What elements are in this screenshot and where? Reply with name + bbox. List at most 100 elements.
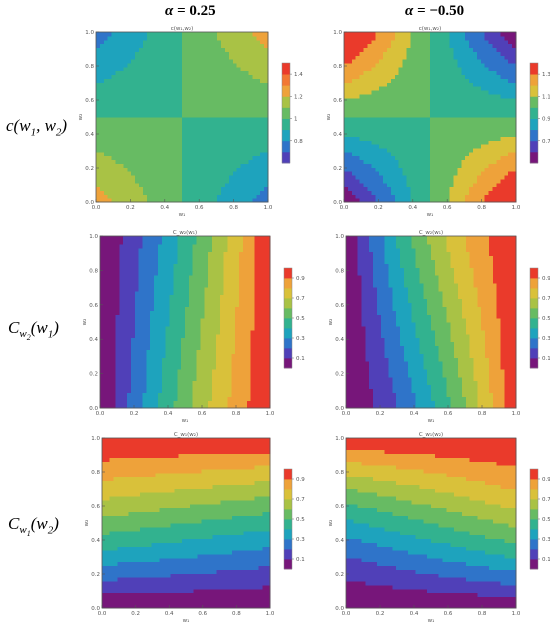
contour-cell [201, 132, 207, 137]
contour-cell [445, 186, 451, 192]
contour-cell [134, 376, 140, 382]
contour-cell [465, 144, 470, 149]
contour-cell [119, 290, 124, 296]
contour-cell [344, 86, 349, 91]
contour-cell [131, 86, 136, 91]
contour-cell [383, 190, 388, 195]
contour-cell [236, 78, 242, 83]
contour-cell [473, 182, 478, 188]
contour-cell [480, 174, 486, 180]
contour-cell [402, 124, 408, 130]
contour-cell [500, 155, 505, 161]
contour-cell [426, 144, 431, 149]
contour-cell [260, 124, 265, 130]
contour-cell [500, 186, 505, 192]
contour-cell [169, 267, 175, 272]
contour-cell [390, 66, 396, 72]
contour-cell [248, 182, 253, 188]
contour-cell [174, 159, 179, 164]
contour-cell [205, 89, 210, 95]
contour-cell [154, 55, 160, 60]
contour-cell [402, 97, 408, 103]
contour-cell [154, 357, 159, 362]
contour-cell [496, 93, 501, 99]
contour-cell [142, 47, 148, 52]
contour-cell [138, 353, 144, 358]
contour-cell [496, 178, 501, 184]
contour-cell [123, 239, 128, 245]
contour-cell [500, 109, 505, 114]
contour-cell [127, 247, 132, 253]
contour-cell [100, 251, 105, 257]
contour-cell [158, 128, 164, 134]
contour-cell [248, 136, 253, 141]
contour-cell [256, 128, 261, 134]
contour-cell [363, 66, 369, 72]
contour-cell [402, 144, 408, 149]
contour-cell [383, 198, 388, 203]
contour-cell [165, 318, 171, 323]
contour-cell [178, 39, 183, 45]
contour-cell [158, 109, 164, 114]
contour-cell [248, 105, 253, 110]
contour-cell [449, 51, 455, 56]
contour-cell [260, 194, 265, 199]
contour-cell [103, 396, 109, 401]
contour-cell [158, 190, 164, 195]
contour-cell [127, 341, 132, 347]
contour-cell [103, 322, 109, 327]
contour-cell [154, 392, 159, 397]
contour-cell [398, 35, 404, 41]
contour-cell [177, 337, 182, 343]
contour-cell [473, 105, 478, 110]
contour-cell [488, 78, 494, 83]
contour-cell [359, 70, 365, 76]
contour-cell [182, 128, 187, 134]
contour-cell [355, 105, 361, 110]
contour-cell [134, 236, 140, 241]
contour-cell [146, 74, 152, 79]
contour-cell [213, 113, 218, 118]
contour-cell [422, 117, 427, 122]
contour-cell [457, 140, 462, 145]
contour-cell [240, 144, 246, 149]
contour-cell [162, 159, 167, 164]
contour-cell [173, 239, 178, 245]
contour-cell [193, 109, 199, 114]
contour-cell [367, 178, 372, 184]
contour-cell [480, 113, 486, 118]
contour-cell [418, 163, 423, 168]
contour-cell [344, 120, 349, 126]
contour-cell [433, 82, 439, 87]
contour-cell [244, 190, 250, 195]
contour-cell [363, 74, 369, 79]
contour-cell [150, 101, 156, 107]
contour-cell [127, 294, 132, 300]
contour-cell [139, 35, 144, 41]
contour-cell [355, 43, 361, 49]
contour-cell [355, 155, 361, 161]
contour-cell [430, 59, 435, 64]
contour-cell [347, 97, 353, 103]
contour-cell [379, 89, 384, 95]
contour-cell [134, 251, 140, 257]
contour-cell [512, 93, 517, 99]
contour-cell [173, 368, 178, 374]
contour-cell [379, 151, 384, 157]
contour-cell [433, 124, 439, 130]
contour-cell [508, 39, 513, 45]
contour-cell [252, 113, 257, 118]
contour-cell [127, 333, 132, 339]
contour-cell [185, 271, 190, 276]
contour-cell [131, 35, 136, 41]
contour-cell [166, 101, 171, 107]
contour-cell [244, 93, 250, 99]
contour-cell [232, 194, 238, 199]
contour-cell [244, 120, 250, 126]
contour-cell [500, 55, 505, 60]
contour-cell [240, 117, 246, 122]
contour-cell [173, 384, 178, 390]
contour-cell [390, 136, 396, 141]
contour-cell [430, 97, 435, 103]
contour-cell [504, 35, 509, 41]
